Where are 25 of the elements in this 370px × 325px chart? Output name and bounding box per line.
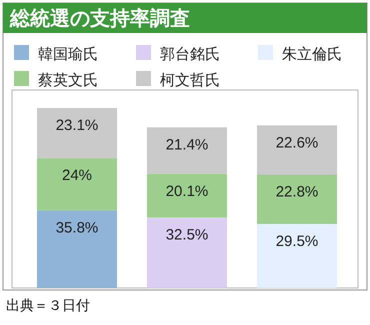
bar <box>147 174 227 218</box>
data-label: 21.4% <box>166 136 208 154</box>
chart-title: 総統選の支持率調査 <box>9 7 190 30</box>
data-label: 22.6% <box>276 134 318 152</box>
source-note: 出典＝３日付 <box>6 297 90 313</box>
legend-label: 韓国瑜氏 <box>38 46 98 63</box>
legend-label: 郭台銘氏 <box>160 46 220 63</box>
legend-label: 朱立倫氏 <box>282 46 342 63</box>
legend-label: 柯文哲氏 <box>160 72 220 89</box>
data-label: 35.8% <box>56 219 98 236</box>
bar <box>147 127 227 174</box>
bar <box>37 210 117 288</box>
data-label: 23.1% <box>56 117 98 134</box>
bar <box>257 125 337 174</box>
bar <box>37 108 117 158</box>
bar <box>257 174 337 224</box>
bar <box>257 224 337 288</box>
bar <box>37 158 117 210</box>
data-label: 22.8% <box>276 183 318 200</box>
data-label: 29.5% <box>276 232 318 250</box>
data-label: 32.5% <box>166 226 208 244</box>
data-label: 20.1% <box>166 182 208 200</box>
data-label: 24% <box>62 167 92 184</box>
bar <box>147 217 227 288</box>
legend-label: 蔡英文氏 <box>38 72 98 89</box>
